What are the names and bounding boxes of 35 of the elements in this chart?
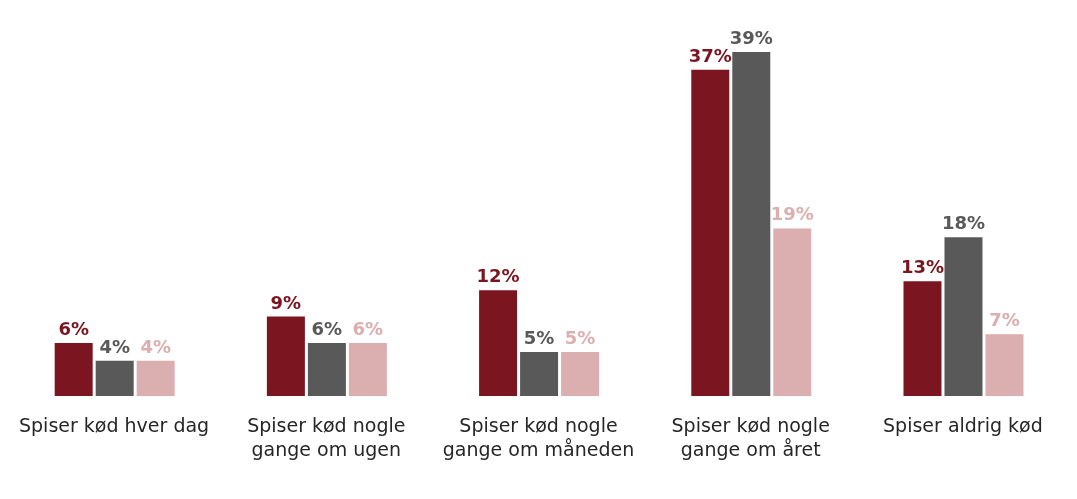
bar xyxy=(903,281,942,396)
data-label: 12% xyxy=(476,265,520,287)
bar xyxy=(136,360,175,396)
data-label: 4% xyxy=(99,335,130,357)
data-label: 37% xyxy=(688,44,732,66)
bar xyxy=(307,343,346,396)
bar xyxy=(561,351,600,396)
x-tick-label: Spiser kød nogle gange om året xyxy=(671,414,830,460)
data-label: 5% xyxy=(564,326,596,348)
data-label: 18% xyxy=(941,212,986,234)
data-label: 13% xyxy=(900,256,945,278)
x-tick-label: Spiser aldrig kød xyxy=(883,414,1043,436)
data-label: 39% xyxy=(729,27,773,48)
bar xyxy=(691,69,730,396)
data-label: 7% xyxy=(989,309,1020,331)
bar xyxy=(348,343,387,396)
bar xyxy=(95,360,134,396)
bar xyxy=(54,343,93,396)
bar xyxy=(773,228,812,396)
data-label: 9% xyxy=(270,291,302,313)
data-label: 6% xyxy=(58,318,89,340)
bar xyxy=(479,290,518,396)
bar xyxy=(520,351,559,396)
data-label: 6% xyxy=(311,318,343,340)
x-tick-label: Spiser kød hver dag xyxy=(19,414,210,436)
data-label: 19% xyxy=(770,203,814,225)
bar xyxy=(985,334,1024,396)
x-tick-label: Spiser kød nogle gange om ugen xyxy=(247,414,406,460)
data-label: 5% xyxy=(523,326,555,348)
bar xyxy=(944,237,983,396)
data-label: 6% xyxy=(352,318,384,340)
bar xyxy=(266,316,305,396)
data-label: 4% xyxy=(140,335,171,357)
bar xyxy=(732,52,771,396)
x-tick-label: Spiser kød nogle gange om måneden xyxy=(442,414,635,460)
